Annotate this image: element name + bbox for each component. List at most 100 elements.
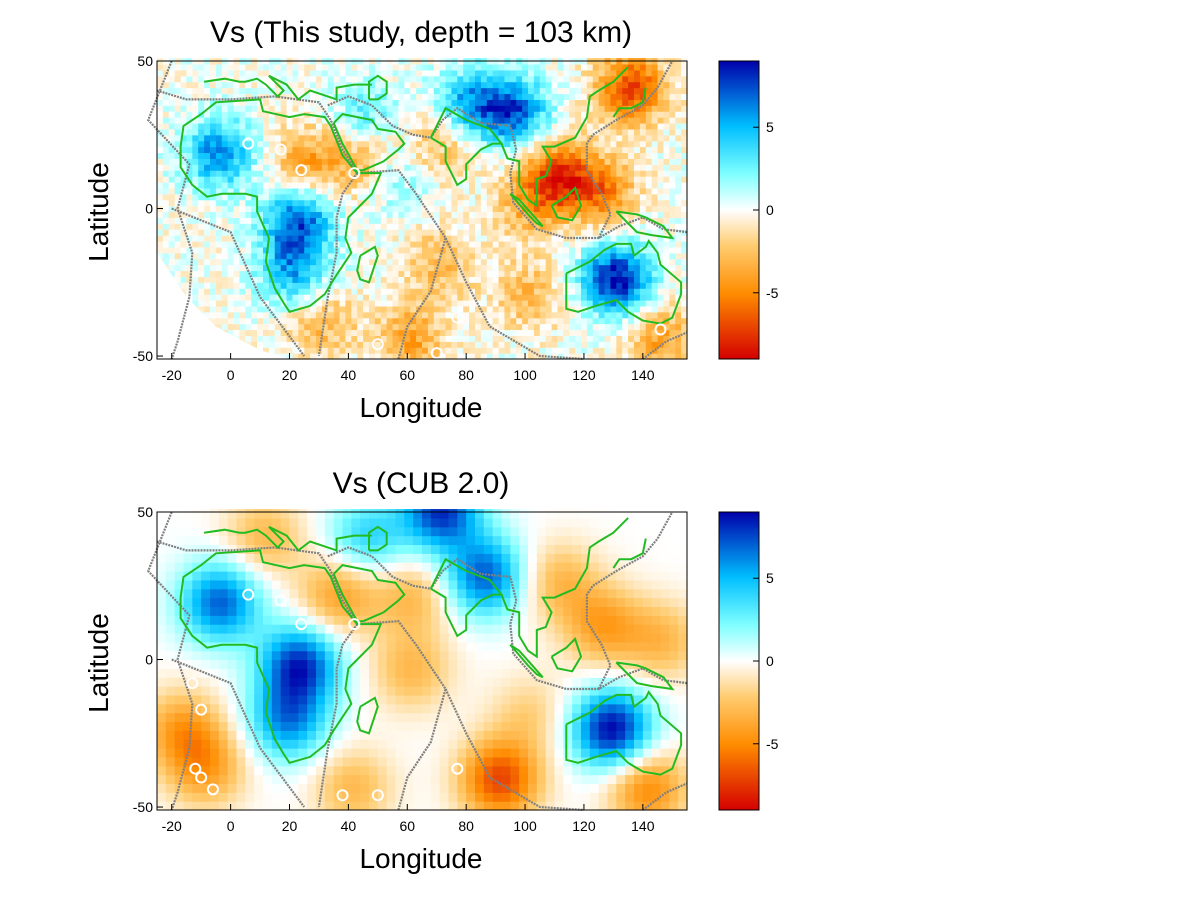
heatmap-cell [186,223,193,230]
heatmap-cell [363,164,370,171]
heatmap-cell [592,217,600,224]
heatmap-cell [274,63,282,71]
heatmap-cell [339,288,347,295]
heatmap-cell [221,158,229,165]
heatmap-cell [374,81,382,89]
heatmap-cell [480,205,488,213]
heatmap-cell [528,329,535,336]
heatmap-cell [675,199,682,207]
heatmap-cell [363,276,370,283]
heatmap-cell [239,176,246,183]
heatmap-cell [522,246,529,254]
heatmap-cell [162,170,170,177]
heatmap-cell [457,122,464,130]
heatmap-cell [233,117,241,124]
heatmap-cell [374,246,382,254]
heatmap-cell [201,535,211,546]
heatmap-cell [651,152,659,159]
heatmap-cell [215,246,223,254]
heatmap-cell [604,158,612,165]
heatmap-cell [239,282,246,289]
heatmap-cell [268,341,276,348]
heatmap-cell [357,176,364,183]
heatmap-cell [634,146,641,154]
heatmap-cell [569,105,576,112]
heatmap-cell [539,229,547,236]
heatmap-cell [363,176,370,183]
heatmap-cell [245,164,252,171]
heatmap-cell [304,122,311,130]
heatmap-cell [433,187,441,195]
heatmap-cell [569,128,576,136]
heatmap-cell [634,122,641,130]
heatmap-cell [157,75,164,83]
heatmap-cell [410,117,417,124]
heatmap-cell [165,509,176,519]
heatmap-cell [469,181,476,189]
heatmap-cell [410,246,417,254]
heatmap-cell [416,69,423,77]
heatmap-cell [522,282,529,289]
heatmap-cell [510,152,517,159]
heatmap-cell [162,87,170,95]
heatmap-cell [510,311,517,319]
colorbar-gradient [718,60,760,360]
heatmap-cell [327,246,335,254]
heatmap-cell [351,193,358,201]
heatmap-cell [218,792,229,802]
heatmap-cell [310,75,317,83]
heatmap-cell [227,258,235,266]
heatmap-cell [298,63,305,71]
heatmap-cell [528,111,535,118]
heatmap-cell [257,105,264,112]
heatmap-cell [263,187,270,195]
heatmap-cell [592,176,600,183]
heatmap-cell [321,199,329,207]
heatmap-cell [581,75,588,83]
heatmap-cell [316,93,323,100]
heatmap-cell [598,264,606,272]
heatmap-cell [316,311,323,319]
heatmap-cell [457,282,464,289]
heatmap-cell [463,335,470,342]
heatmap-cell [380,128,388,136]
heatmap-cell [445,341,453,348]
heatmap-cell [292,140,299,148]
heatmap-cell [510,69,517,77]
heatmap-cell [345,276,352,283]
heatmap-cell [669,99,676,106]
heatmap-cell [298,69,305,77]
heatmap-cell [510,117,517,124]
heatmap-cell [227,588,238,599]
heatmap-cell [457,176,464,183]
heatmap-cell [480,111,488,118]
heatmap-cell [439,335,447,342]
heatmap-cell [598,117,606,124]
heatmap-cell [210,81,217,89]
heatmap-cell [192,712,202,723]
heatmap-cell [610,341,617,348]
heatmap-cell [563,223,570,230]
heatmap-cell [386,105,394,112]
heatmap-cell [274,211,282,218]
heatmap-cell [268,229,276,236]
heatmap-cell [592,223,600,230]
heatmap-cell [310,335,317,342]
heatmap-cell [492,158,500,165]
heatmap-cell [298,181,305,189]
heatmap-cell [669,176,676,183]
heatmap-cell [622,170,629,177]
heatmap-cell [386,235,394,242]
heatmap-cell [575,341,582,348]
heatmap-cell [218,686,229,696]
heatmap-cell [268,246,276,254]
heatmap-cell [351,199,358,207]
heatmap-cell [398,105,405,112]
heatmap-cell [451,317,458,325]
heatmap-cell [616,246,623,254]
heatmap-cell [616,341,623,348]
heatmap-cell [251,146,258,154]
heatmap-cell [239,299,246,307]
heatmap-cell [622,99,629,106]
heatmap-cell [239,240,246,248]
